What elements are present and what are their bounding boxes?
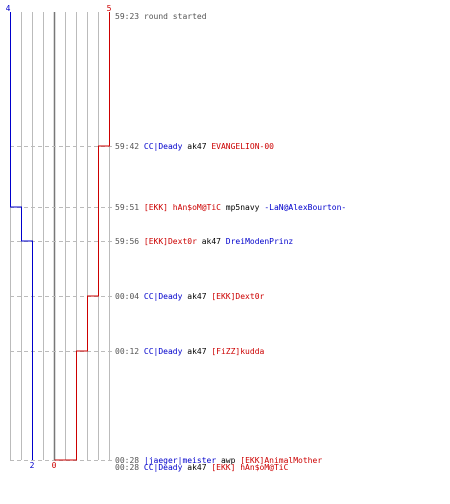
event-weapon: ak47: [197, 237, 226, 246]
event-player: round started: [144, 12, 207, 21]
grid-layer: [10, 12, 110, 460]
event-player: [EKK] hAn$oM@TiC: [211, 463, 288, 472]
event-row: 59:56 [EKK]Dext0r ak47 DreiModenPrinz: [115, 237, 293, 246]
series-line-team-b: [54, 12, 110, 461]
tick-label-team-a-start: 4: [6, 4, 11, 13]
event-player: |jaeger|meister: [144, 456, 216, 465]
event-guide-layer: [10, 146, 112, 461]
event-weapon: mp5navy: [221, 203, 264, 212]
event-log: 59:23 round started 59:42 CC|Deady ak47 E…: [115, 12, 346, 472]
series-layer: [10, 12, 110, 461]
event-player: CC|Deady: [144, 347, 183, 356]
tick-label-team-a-end: 2: [30, 461, 35, 470]
event-player: [EKK]AnimalMother: [240, 456, 322, 465]
label-layer: 4 5 2 0: [6, 4, 112, 470]
event-time: 00:04: [115, 292, 144, 301]
event-player: CC|Deady: [144, 142, 183, 151]
tick-label-team-b-end: 0: [52, 461, 57, 470]
event-player: -LaN@AlexBourton-: [264, 203, 346, 212]
event-player: [FiZZ]kudda: [211, 347, 264, 356]
event-player: [EKK]Dext0r: [144, 237, 197, 246]
event-row: 00:04 CC|Deady ak47 [EKK]Dext0r: [115, 292, 265, 301]
event-row: 59:51 [EKK] hAn$oM@TiC mp5navy -LaN@Alex…: [115, 203, 346, 212]
event-weapon: awp: [216, 456, 240, 465]
event-row: 00:28 CC|Deady ak47 [EKK] hAn$oM@TiC: [115, 463, 289, 472]
event-weapon: ak47: [182, 347, 211, 356]
event-weapon: ak47: [182, 292, 211, 301]
series-line-team-a: [10, 12, 33, 460]
event-player: [EKK] hAn$oM@TiC: [144, 203, 221, 212]
event-time: 00:28: [115, 463, 144, 472]
event-time: 59:42: [115, 142, 144, 151]
event-time: 00:12: [115, 347, 144, 356]
event-player: DreiModenPrinz: [226, 237, 294, 246]
event-player: [EKK]Dext0r: [211, 292, 264, 301]
event-row: 59:42 CC|Deady ak47 EVANGELION-00: [115, 142, 274, 151]
event-time: 00:28: [115, 456, 144, 465]
event-row: 00:12 CC|Deady ak47 [FiZZ]kudda: [115, 347, 265, 356]
event-player: CC|Deady: [144, 292, 183, 301]
event-row: 59:23 round started: [115, 12, 207, 21]
event-player: EVANGELION-00: [211, 142, 274, 151]
event-player: CC|Deady: [144, 463, 183, 472]
event-time: 59:51: [115, 203, 144, 212]
event-row: 00:28 |jaeger|meister awp [EKK]AnimalMot…: [115, 456, 322, 465]
event-time: 59:23: [115, 12, 144, 21]
event-weapon: ak47: [182, 463, 211, 472]
event-time: 59:56: [115, 237, 144, 246]
event-weapon: ak47: [182, 142, 211, 151]
tick-label-team-b-start: 5: [107, 4, 112, 13]
